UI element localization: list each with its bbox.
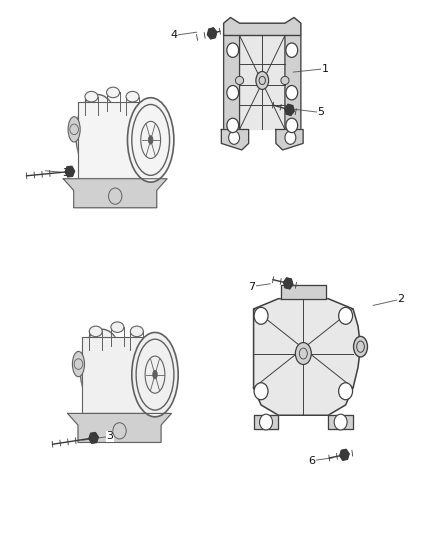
Circle shape [339,308,353,324]
Ellipse shape [353,336,367,357]
Circle shape [227,85,239,100]
Text: 1: 1 [321,64,328,74]
Circle shape [229,131,240,144]
Ellipse shape [236,76,244,85]
Circle shape [254,383,268,400]
Polygon shape [285,27,301,138]
Ellipse shape [256,71,268,90]
Ellipse shape [126,91,139,102]
Ellipse shape [68,117,80,142]
Polygon shape [285,104,294,116]
Ellipse shape [295,343,311,365]
Text: 5: 5 [317,108,324,117]
Circle shape [334,414,347,430]
Ellipse shape [111,322,124,333]
Ellipse shape [281,76,289,85]
Polygon shape [254,298,360,415]
Polygon shape [281,285,326,298]
Polygon shape [67,414,171,442]
Polygon shape [276,130,303,150]
Polygon shape [240,36,285,130]
Circle shape [286,43,298,58]
Ellipse shape [106,87,120,98]
Ellipse shape [89,326,102,337]
Polygon shape [328,415,353,429]
Circle shape [286,85,298,100]
Text: 2: 2 [397,294,404,304]
Text: 3: 3 [106,431,113,441]
Polygon shape [65,166,74,177]
Ellipse shape [132,333,178,417]
Polygon shape [221,130,249,150]
Ellipse shape [85,91,98,102]
Polygon shape [89,433,98,443]
Circle shape [227,43,239,58]
Ellipse shape [148,136,153,144]
Ellipse shape [76,94,120,175]
Text: 6: 6 [308,456,315,466]
Polygon shape [254,415,279,429]
Circle shape [286,118,298,133]
Ellipse shape [80,329,124,409]
Polygon shape [78,102,144,178]
Ellipse shape [72,351,85,377]
Ellipse shape [131,326,143,337]
Polygon shape [340,449,349,460]
Polygon shape [208,28,217,39]
Polygon shape [283,278,293,289]
Text: 7: 7 [248,281,255,292]
Circle shape [285,131,296,144]
Polygon shape [82,337,148,413]
Polygon shape [224,18,301,36]
Ellipse shape [153,370,157,379]
Polygon shape [224,27,240,138]
Text: 4: 4 [170,30,177,41]
Circle shape [254,308,268,324]
Ellipse shape [127,98,174,182]
Circle shape [339,383,353,400]
Text: 3: 3 [62,167,69,177]
Circle shape [260,414,272,430]
Circle shape [227,118,239,133]
Polygon shape [64,179,167,208]
